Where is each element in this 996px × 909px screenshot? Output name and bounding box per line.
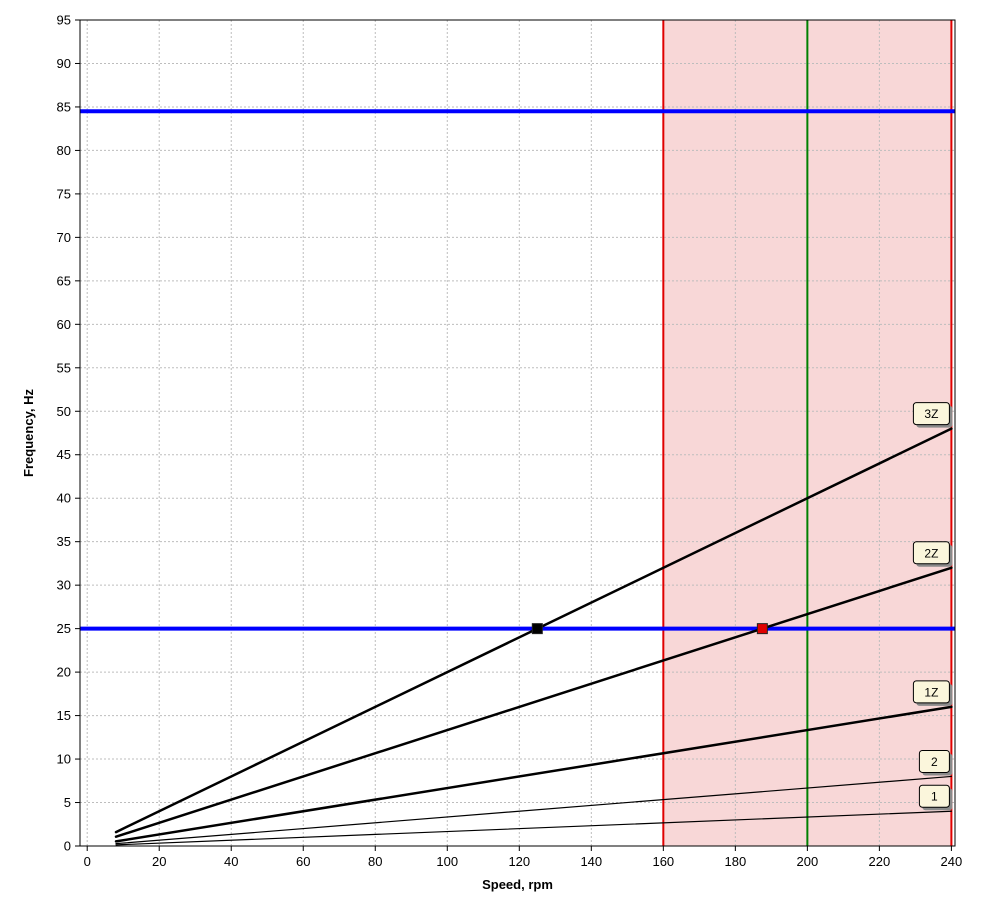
order-line-2	[115, 775, 952, 845]
intersection-points	[531, 623, 768, 635]
y-tick-label-5: 5	[64, 795, 71, 810]
order-labels: 3Z 2Z 1Z 2 1	[912, 402, 953, 811]
y-tick-label-45: 45	[57, 447, 71, 462]
order-label-1z: 1Z	[924, 685, 938, 699]
y-tick-label-75: 75	[57, 186, 71, 201]
y-tick-label-35: 35	[57, 534, 71, 549]
intersection-point-1	[531, 623, 543, 635]
y-tick-label-70: 70	[57, 230, 71, 245]
x-tick-label-0: 0	[84, 854, 91, 869]
x-tick-label-40: 40	[224, 854, 238, 869]
y-tick-label-65: 65	[57, 273, 71, 288]
x-tick-label-120: 120	[508, 854, 530, 869]
x-tick-label-220: 220	[869, 854, 891, 869]
order-label-3z: 3Z	[924, 407, 938, 421]
order-label-2z: 2Z	[924, 546, 938, 560]
y-tick-label-90: 90	[57, 56, 71, 71]
order-label-box-3z	[912, 402, 950, 426]
order-line-1z	[114, 705, 953, 843]
intersection-point-2	[756, 623, 768, 635]
order-label-1: 1	[931, 790, 938, 804]
order-line-1	[115, 810, 952, 846]
y-tick-label-55: 55	[57, 360, 71, 375]
order-label-box-2z	[912, 541, 950, 565]
x-tick-label-200: 200	[797, 854, 819, 869]
x-axis-title: Speed, rpm	[482, 877, 553, 892]
y-tick-label-50: 50	[57, 404, 71, 419]
order-label-2: 2	[931, 755, 938, 769]
y-axis-title: Frequency, Hz	[21, 389, 36, 477]
y-tick-label-20: 20	[57, 665, 71, 680]
x-tick-label-80: 80	[368, 854, 382, 869]
y-tick-label-0: 0	[64, 839, 71, 854]
x-axis-ticks: 0 20 40 60 80 100 120 140 160 180 200 220 240	[84, 846, 963, 869]
y-tick-label-85: 85	[57, 99, 71, 114]
y-tick-label-40: 40	[57, 491, 71, 506]
order-label-box-1	[918, 784, 950, 808]
y-tick-label-60: 60	[57, 317, 71, 332]
y-tick-label-10: 10	[57, 752, 71, 767]
order-label-box-1z	[912, 680, 950, 704]
plot-frame	[79, 19, 956, 847]
horizontal-frequency-lines	[80, 109, 955, 631]
y-tick-label-30: 30	[57, 578, 71, 593]
y-tick-label-25: 25	[57, 621, 71, 636]
x-tick-label-140: 140	[580, 854, 602, 869]
x-tick-label-180: 180	[724, 854, 746, 869]
y-axis-ticks: 0 5 10 15 20 25 30 35 40 45 50 55 60 65 70 75 80 85 90 95	[57, 13, 80, 854]
y-tick-label-95: 95	[57, 13, 71, 28]
x-tick-label-100: 100	[436, 854, 458, 869]
y-tick-label-80: 80	[57, 143, 71, 158]
vertical-marker-lines	[662, 20, 953, 846]
x-tick-label-60: 60	[296, 854, 310, 869]
x-tick-label-160: 160	[652, 854, 674, 869]
order-label-box-2	[918, 749, 950, 773]
order-line-2z	[114, 566, 953, 838]
x-tick-label-240: 240	[941, 854, 963, 869]
y-tick-label-15: 15	[57, 708, 71, 723]
x-tick-label-20: 20	[152, 854, 166, 869]
